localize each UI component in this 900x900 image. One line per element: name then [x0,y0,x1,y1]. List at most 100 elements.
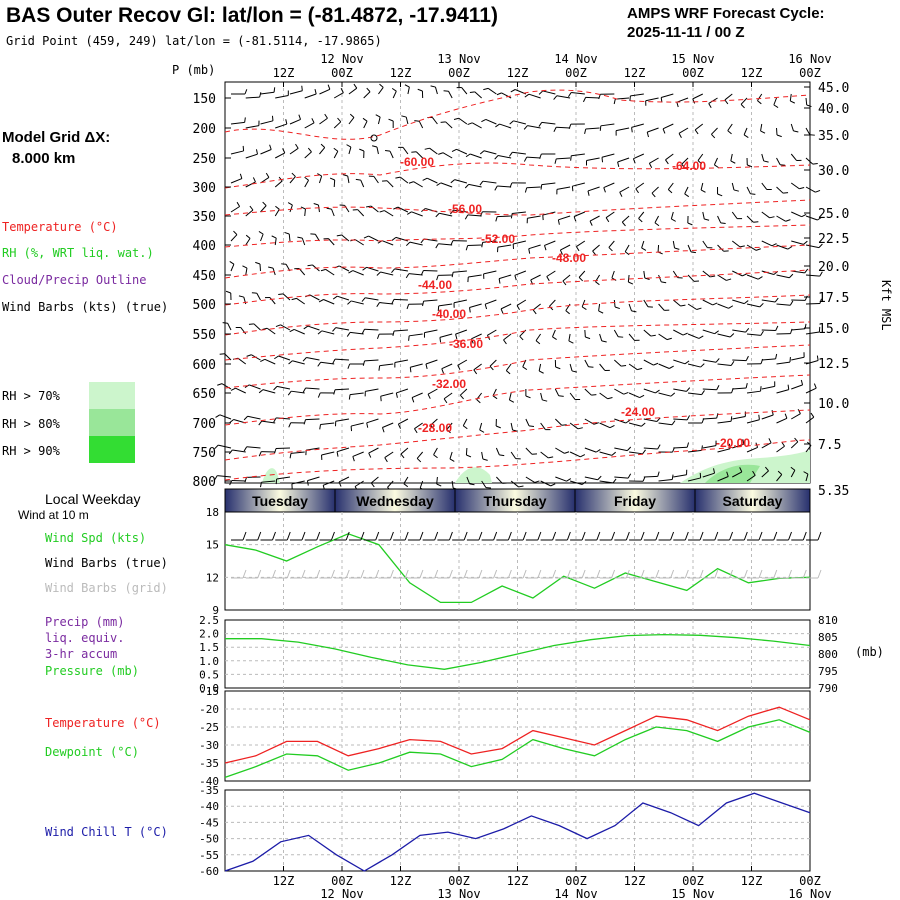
wind-barb [732,299,745,305]
wind-barb [746,419,760,424]
wind-barb-flag [379,210,385,213]
wind-barb [643,329,652,337]
wind-barb-flag [271,235,277,239]
wind-barb-flag [671,474,674,480]
wind-barb-grid-flag [611,569,616,579]
temperature-contour [224,162,811,189]
temperature-contour-label: -36.00 [449,337,483,351]
wind-barb [414,422,423,430]
wind-barb-flag [712,302,718,306]
wind-barb-flag [550,483,556,487]
wind-barb-flag [768,438,772,444]
wind-barb [468,274,482,278]
wind-barb [245,153,258,159]
wind-barb-flag [229,480,233,486]
wind-barb-flag [464,184,470,189]
pressure-level-label: 200 [193,122,216,137]
wind-barb-flag [678,133,682,138]
wind-barb [461,87,468,95]
wind-barb [628,333,635,341]
wind-barb [713,157,718,166]
wind-barb [483,150,497,155]
wind-barb-flag [774,297,779,303]
wind-barb-grid-flag [655,569,660,579]
wind-barb-flag [742,273,748,277]
wind-barb-flag [380,396,382,402]
wind-barb [426,177,438,184]
temperature-panel-label: Temperature (°C) [45,716,161,730]
wind-barb [805,186,816,193]
top-date-label: 13 Nov [437,52,480,66]
wind-barb-flag [225,290,231,294]
wind-barb [643,475,658,478]
wind-barb [333,121,342,129]
wind-barb-flag [697,160,703,165]
pressure-level-label: 550 [193,328,216,343]
wind-barb-flag [258,451,262,457]
wind-barb [643,359,654,366]
wind-barb [497,185,512,188]
wind-barb [717,476,729,482]
wind-barb [304,122,315,129]
wind-barb [624,244,630,252]
wind-barb-flag [230,387,236,391]
wind-barb [761,153,765,162]
wind-barb [365,297,379,301]
wind-barb-grid-flag [448,569,453,579]
wind-barb-flag [714,330,719,335]
wind-barb [230,178,243,184]
wind-barb-flag [268,266,274,269]
wind-barb [467,214,482,217]
wind-barb [619,186,630,193]
wind-barb [761,182,768,190]
wind-barb [451,480,454,489]
wind-barb-flag [601,340,607,343]
wind-barb-flag [479,180,484,186]
wind-barb-flag [414,120,420,122]
wind-barb-flag [747,164,753,168]
wind-barb-flag [696,307,702,310]
rh70-area [455,467,492,483]
wind-barb [333,151,339,159]
wind-barb [746,186,751,195]
wind-barb-flag [609,424,615,429]
wind-barb-flag [352,456,355,462]
wind-barb-flag [694,129,699,135]
temperature-contour-label: -60.00 [400,155,434,169]
wind-barb-flag [361,297,366,302]
wind-barb [473,363,482,371]
wind-barb-flag [259,482,262,488]
wind-barb [568,333,571,342]
wind-barb-flag [743,300,749,305]
wind-barb-flag [376,302,380,308]
wind-barb [662,123,674,130]
wind-barb-flag [222,322,228,324]
wind-barb-flag [492,395,498,400]
wind-barb [334,388,349,391]
weekday-cell [694,488,811,514]
wind-barb [761,299,776,303]
wind-barb-flag [528,248,531,254]
wind-barb [368,447,379,454]
wind-barb-flag [291,297,297,301]
wind-barb-grid-flag [537,569,542,579]
wind-barb [525,418,530,427]
wind-barb-flag [400,453,405,459]
wind-barb [469,303,482,308]
wind-barb-flag [561,424,567,426]
wind-barb [453,270,467,273]
wind-barb-flag [336,234,342,237]
wind-barb-flag [433,454,438,459]
wind-barb-flag [450,179,455,184]
wind-barb-flag [621,364,627,367]
wind-barb [599,363,606,371]
wind-barb-true-flag [360,531,365,541]
wind-barb-flag [438,152,444,155]
wind-barb-flag [608,247,613,252]
wind-barb [540,480,551,487]
wind-barb [541,182,556,186]
wind-barb [649,157,659,164]
wind-barb [304,208,306,217]
wind-barb [556,157,571,160]
wind-barb [528,244,541,250]
